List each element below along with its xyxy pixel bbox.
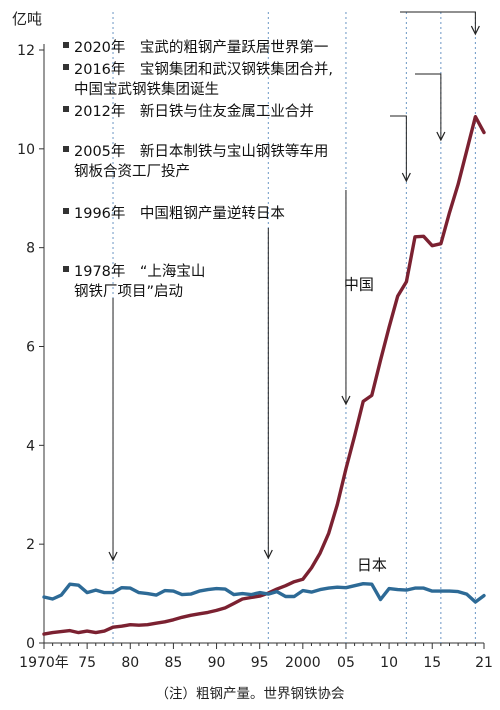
bullet-marker	[63, 146, 69, 152]
series-name-label: 中国	[344, 276, 374, 294]
y-axis: 0 2 4 6 8 10 12	[17, 43, 45, 652]
x-tick-label: 80	[121, 655, 139, 671]
source-note: （注）粗钢产量。世界钢铁协会	[156, 686, 345, 702]
arrowhead	[401, 172, 411, 183]
x-tick-label: 05	[337, 655, 355, 671]
bullet-marker	[63, 208, 69, 214]
bullet-marker	[63, 266, 69, 272]
arrowhead	[436, 131, 446, 142]
bullet-marker	[63, 42, 69, 48]
y-axis-unit-label: 亿吨	[12, 10, 42, 28]
series-name-label: 日本	[357, 556, 387, 574]
annotation-2012: 2012年 新日铁与住友金属工业合并	[63, 103, 411, 183]
annotation-text: 2016年 宝钢集团和武汉钢铁集团合并,	[74, 61, 333, 78]
x-tick-label: 15	[423, 655, 441, 671]
annotation-arrow	[415, 73, 442, 140]
x-tick-label: 85	[164, 655, 182, 671]
x-tick-label: 90	[208, 655, 226, 671]
series-lines	[42, 114, 486, 636]
series-line	[42, 114, 486, 636]
y-tick-label: 4	[26, 438, 35, 454]
x-axis: 1970年 75 80 85 90 95 2000 05 10 15 21	[19, 642, 493, 671]
y-tick-label: 6	[26, 340, 35, 356]
x-tick-label: 95	[251, 655, 269, 671]
annotation-text: 2012年 新日铁与住友金属工业合并	[74, 103, 314, 120]
annotation-text: 1978年 “上海宝山	[74, 263, 205, 280]
series-line	[42, 582, 486, 604]
annotation-arrow	[400, 11, 476, 34]
x-tick-label: 1970年	[19, 655, 69, 671]
y-tick-label: 8	[26, 241, 35, 257]
y-tick-label: 2	[26, 537, 35, 553]
y-tick-label: 10	[17, 142, 35, 158]
x-tick-label: 10	[380, 655, 398, 671]
event-annotations: 2020年 宝武的粗钢产量跃居世界第一 2016年 宝钢集团和武汉钢铁集团合并, 中…	[63, 11, 480, 562]
annotation-text: 2020年 宝武的粗钢产量跃居世界第一	[74, 38, 328, 56]
arrowhead	[470, 25, 480, 36]
annotation-2016: 2016年 宝钢集团和武汉钢铁集团合并, 中国宝武钢铁集团诞生	[63, 61, 446, 142]
x-tick-label: 21	[475, 655, 493, 671]
annotation-text: 2005年 新日本制铁与宝山钢铁等车用	[74, 142, 328, 160]
annotation-arrow	[390, 115, 407, 181]
annotation-text: 中国宝武钢铁集团诞生	[74, 81, 219, 98]
y-tick-label: 0	[26, 636, 35, 652]
y-tick-label: 12	[17, 43, 35, 59]
bullet-marker	[63, 106, 69, 112]
annotation-text: 钢板合资工厂投产	[74, 162, 190, 180]
annotation-1996: 1996年 中国粗钢产量逆转日本	[63, 205, 285, 560]
x-tick-label: 75	[78, 655, 96, 671]
annotation-2020: 2020年 宝武的粗钢产量跃居世界第一	[63, 11, 480, 56]
x-tick-label: 2000	[285, 655, 321, 671]
arrowhead	[108, 551, 118, 562]
arrowhead	[263, 549, 273, 560]
annotation-text: 钢铁厂项目”启动	[74, 283, 183, 300]
annotation-text: 1996年 中国粗钢产量逆转日本	[74, 205, 285, 222]
arrowhead	[341, 395, 351, 406]
bullet-marker	[63, 64, 69, 70]
